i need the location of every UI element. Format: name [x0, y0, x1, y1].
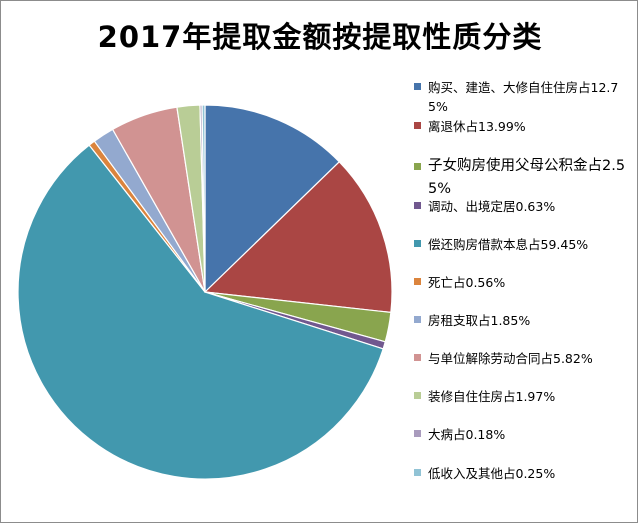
legend-item: 调动、出境定居0.63%: [414, 197, 634, 216]
legend-swatch: [414, 122, 421, 129]
pie-slice-5: [17, 144, 384, 480]
legend-swatch: [414, 240, 421, 247]
legend-swatch: [414, 83, 421, 90]
legend-item: 低收入及其他占0.25%: [414, 464, 634, 483]
legend-item: 离退休占13.99%: [414, 117, 634, 136]
legend-item: 房租支取占1.85%: [414, 311, 634, 330]
legend-label: 购买、建造、大修自住住房占12.75%: [428, 80, 619, 114]
legend-item: 与单位解除劳动合同占5.82%: [414, 349, 634, 368]
legend-label: 低收入及其他占0.25%: [428, 466, 556, 481]
legend-label: 房租支取占1.85%: [428, 313, 531, 328]
legend-label: 调动、出境定居0.63%: [428, 199, 556, 214]
legend-swatch: [414, 316, 421, 323]
legend-label: 与单位解除劳动合同占5.82%: [428, 351, 593, 366]
legend-label: 偿还购房借款本息占59.45%: [428, 237, 589, 252]
chart-title: 2017年提取金额按提取性质分类: [97, 20, 543, 54]
pie-slice-2: [204, 161, 393, 313]
legend-swatch: [414, 392, 421, 399]
legend-swatch: [414, 430, 421, 437]
legend-label: 离退休占13.99%: [428, 119, 526, 134]
legend-swatch: [414, 278, 421, 285]
legend-swatch: [414, 202, 421, 209]
legend-item: 装修自住住房占1.97%: [414, 387, 634, 406]
legend-item: 死亡占0.56%: [414, 273, 634, 292]
legend-label: 装修自住住房占1.97%: [428, 389, 556, 404]
legend-swatch: [414, 163, 421, 170]
legend-swatch: [414, 469, 421, 476]
legend-label: 死亡占0.56%: [428, 275, 506, 290]
legend-item: 购买、建造、大修自住住房占12.75%: [414, 78, 634, 116]
legend-label: 子女购房使用父母公积金占2.55%: [428, 158, 626, 197]
legend-swatch: [414, 354, 421, 361]
legend-item: 大病占0.18%: [414, 425, 634, 444]
legend-item: 子女购房使用父母公积金占2.55%: [414, 155, 634, 201]
pie-slice-11: [201, 104, 206, 293]
pie-slice-1: [204, 104, 340, 293]
legend-item: 偿还购房借款本息占59.45%: [414, 235, 634, 254]
legend-label: 大病占0.18%: [428, 427, 506, 442]
